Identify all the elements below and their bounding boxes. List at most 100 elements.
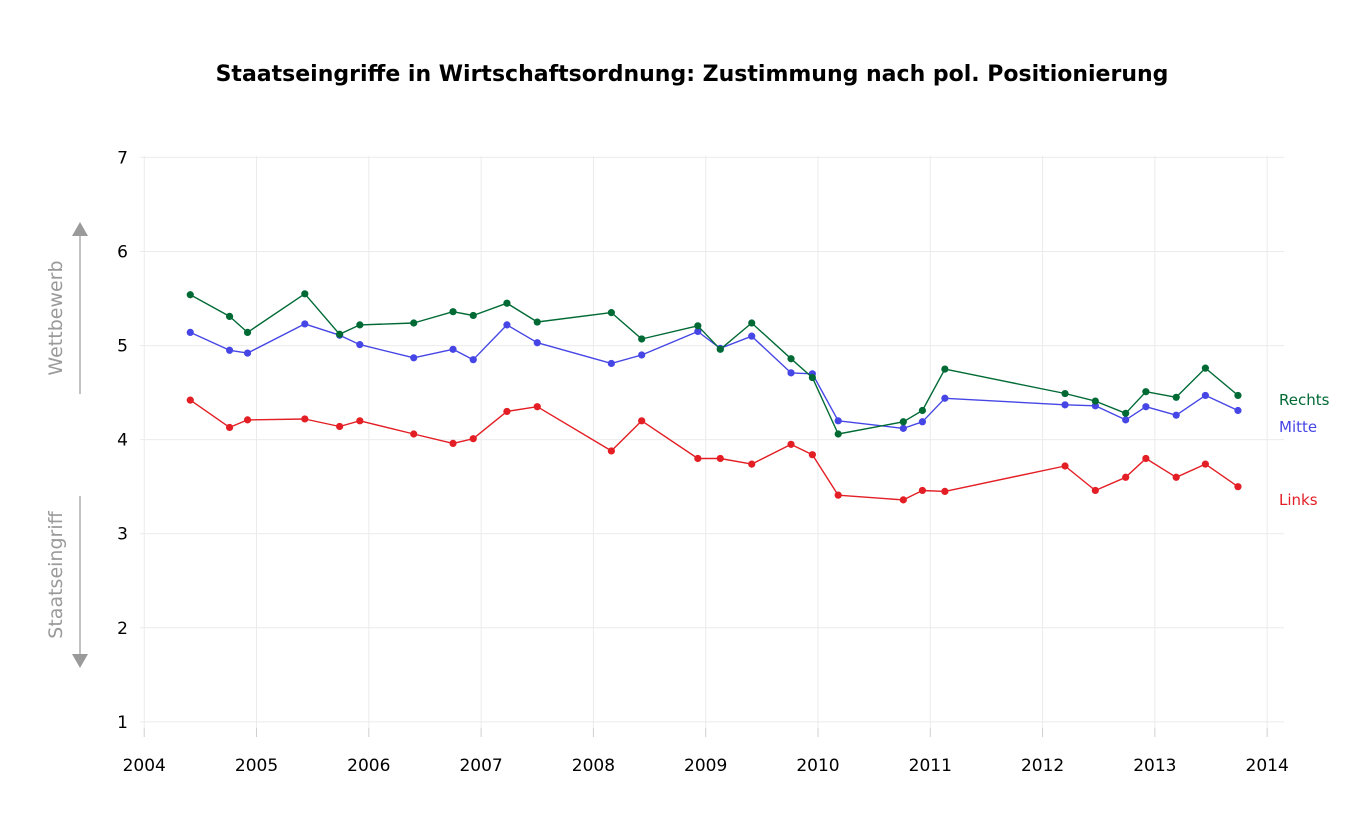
series-mitte (186, 320, 1242, 432)
data-point-rechts (899, 418, 907, 426)
data-point-mitte (918, 418, 927, 426)
series-label-links: Links (1279, 491, 1318, 509)
data-point-links (607, 447, 615, 455)
data-point-rechts (716, 345, 724, 353)
data-point-rechts (1234, 391, 1242, 400)
data-point-links (1122, 473, 1130, 481)
data-point-links (1061, 462, 1069, 470)
data-point-rechts (503, 299, 511, 307)
data-point-mitte (607, 359, 615, 368)
data-point-rechts (607, 309, 615, 317)
data-point-rechts (787, 355, 795, 363)
data-point-rechts (918, 406, 927, 415)
data-point-links (243, 416, 252, 424)
y-tick-label: 5 (117, 337, 128, 357)
x-tick-label: 2007 (459, 756, 502, 776)
y-tick-label: 7 (117, 148, 128, 168)
data-point-mitte (225, 346, 234, 354)
data-point-mitte (410, 354, 418, 362)
ylabel-bottom: Staatseingriff (45, 510, 67, 638)
y-axis-annotation: Wettbewerb Staatseingriff (45, 222, 88, 668)
data-point-links (301, 415, 309, 423)
data-point-links (748, 460, 756, 468)
data-point-rechts (449, 308, 457, 316)
data-point-links (336, 422, 344, 431)
data-point-mitte (1122, 416, 1130, 424)
data-point-rechts (694, 322, 702, 330)
data-point-mitte (449, 345, 457, 353)
series-links (186, 396, 1242, 504)
data-point-links (1091, 486, 1099, 495)
x-tick-label: 2005 (235, 756, 278, 776)
data-point-rechts (1122, 409, 1130, 417)
data-point-mitte (469, 356, 477, 364)
down-arrow-icon (72, 654, 88, 668)
data-point-links (808, 451, 816, 459)
x-tick-label: 2004 (123, 756, 166, 776)
data-point-rechts (225, 312, 234, 321)
x-tick-label: 2014 (1246, 756, 1289, 776)
data-point-rechts (410, 319, 418, 327)
series-label-mitte: Mitte (1279, 418, 1317, 436)
data-point-mitte (941, 394, 949, 402)
data-point-mitte (787, 369, 795, 377)
data-point-links (410, 430, 418, 438)
data-point-mitte (1142, 403, 1150, 411)
y-tick-label: 1 (117, 713, 128, 733)
up-arrow-icon (72, 222, 88, 236)
x-tick-label: 2011 (909, 756, 952, 776)
data-point-mitte (301, 320, 309, 328)
data-point-mitte (1172, 411, 1180, 419)
data-point-rechts (186, 291, 194, 299)
x-tick-label: 2010 (796, 756, 839, 776)
data-point-mitte (356, 341, 364, 349)
x-tick-label: 2013 (1133, 756, 1176, 776)
data-point-links (638, 417, 646, 425)
x-tick-label: 2006 (347, 756, 390, 776)
data-point-mitte (834, 417, 842, 425)
series-line-rechts (189, 293, 1239, 435)
data-point-links (787, 440, 795, 448)
data-point-mitte (1201, 391, 1209, 400)
data-point-links (1201, 460, 1209, 468)
data-point-rechts (301, 290, 309, 298)
data-point-mitte (638, 351, 646, 359)
series (186, 290, 1242, 504)
data-point-rechts (356, 321, 364, 329)
series-rechts (186, 290, 1242, 438)
data-point-rechts (1061, 389, 1069, 398)
x-tick-label: 2009 (684, 756, 727, 776)
data-point-links (225, 423, 234, 432)
data-point-mitte (1234, 406, 1242, 415)
series-label-rechts: Rechts (1279, 391, 1330, 409)
data-point-mitte (748, 332, 756, 340)
data-point-mitte (243, 349, 252, 357)
data-point-links (694, 454, 702, 463)
data-point-rechts (533, 318, 541, 326)
data-point-rechts (941, 365, 949, 373)
x-tick-label: 2008 (572, 756, 615, 776)
data-point-links (834, 491, 842, 499)
y-tick-label: 2 (117, 619, 128, 639)
data-point-rechts (1091, 397, 1099, 405)
data-point-links (716, 454, 724, 463)
data-point-links (469, 435, 477, 443)
data-point-rechts (469, 311, 477, 320)
data-point-links (899, 496, 907, 504)
ylabel-top: Wettbewerb (45, 260, 67, 375)
data-point-links (449, 439, 457, 448)
series-line-mitte (190, 323, 1239, 430)
y-tick-label: 4 (117, 431, 128, 451)
data-point-links (1142, 454, 1150, 463)
data-point-rechts (808, 373, 816, 382)
data-point-rechts (1142, 388, 1150, 396)
data-point-rechts (834, 430, 842, 438)
x-tick-label: 2012 (1021, 756, 1064, 776)
data-point-mitte (1061, 401, 1069, 409)
data-point-rechts (1201, 364, 1209, 372)
data-point-links (503, 407, 511, 416)
data-point-rechts (243, 328, 252, 336)
y-axis: 1 2 3 4 5 6 7 (117, 148, 128, 732)
grid (140, 156, 1284, 728)
